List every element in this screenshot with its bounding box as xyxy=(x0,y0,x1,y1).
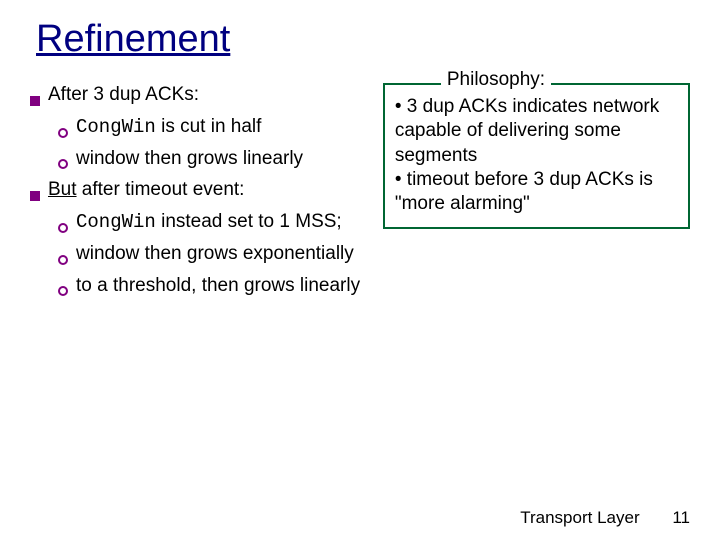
text: instead set to 1 MSS; xyxy=(156,211,342,232)
circle-bullet-icon xyxy=(58,216,76,240)
text: is cut in half xyxy=(156,116,262,137)
slide-title: Refinement xyxy=(36,18,690,61)
sub-bullet: CongWin is cut in half xyxy=(58,115,367,145)
sub-bullet-text: CongWin is cut in half xyxy=(76,115,261,140)
sub-bullet: window then grows exponentially xyxy=(58,242,367,272)
sub-bullet: window then grows linearly xyxy=(58,147,367,177)
code-text: CongWin xyxy=(76,211,156,233)
philosophy-box: • 3 dup ACKs indicates network capable o… xyxy=(383,83,690,229)
bullet-but-after-timeout: But after timeout event: xyxy=(30,178,367,208)
bullet-after-3-dup-acks: After 3 dup ACKs: xyxy=(30,83,367,113)
sub-bullet-text: to a threshold, then grows linearly xyxy=(76,274,360,298)
circle-bullet-icon xyxy=(58,248,76,272)
philosophy-line-1: • 3 dup ACKs indicates network capable o… xyxy=(395,95,678,168)
slide-footer: Transport Layer 11 xyxy=(520,508,690,528)
circle-bullet-icon xyxy=(58,121,76,145)
right-column: Philosophy: • 3 dup ACKs indicates netwo… xyxy=(383,83,690,305)
sub-bullet: to a threshold, then grows linearly xyxy=(58,274,367,304)
content-columns: After 3 dup ACKs: CongWin is cut in half… xyxy=(30,83,690,305)
sub-bullet-text: CongWin instead set to 1 MSS; xyxy=(76,210,342,235)
sub-bullet: CongWin instead set to 1 MSS; xyxy=(58,210,367,240)
text: after timeout event: xyxy=(77,179,245,200)
sub-bullet-text: window then grows exponentially xyxy=(76,242,354,266)
square-bullet-icon xyxy=(30,184,48,208)
philosophy-label: Philosophy: xyxy=(441,69,551,91)
left-column: After 3 dup ACKs: CongWin is cut in half… xyxy=(30,83,367,305)
footer-text: Transport Layer xyxy=(520,508,639,527)
sub-bullet-text: window then grows linearly xyxy=(76,147,303,171)
square-bullet-icon xyxy=(30,89,48,113)
bullet-text: After 3 dup ACKs: xyxy=(48,83,199,107)
page-number: 11 xyxy=(672,508,690,528)
bullet-text: But after timeout event: xyxy=(48,178,244,202)
circle-bullet-icon xyxy=(58,153,76,177)
underlined-text: But xyxy=(48,179,77,200)
philosophy-line-2: • timeout before 3 dup ACKs is "more ala… xyxy=(395,168,678,217)
circle-bullet-icon xyxy=(58,280,76,304)
code-text: CongWin xyxy=(76,116,156,138)
